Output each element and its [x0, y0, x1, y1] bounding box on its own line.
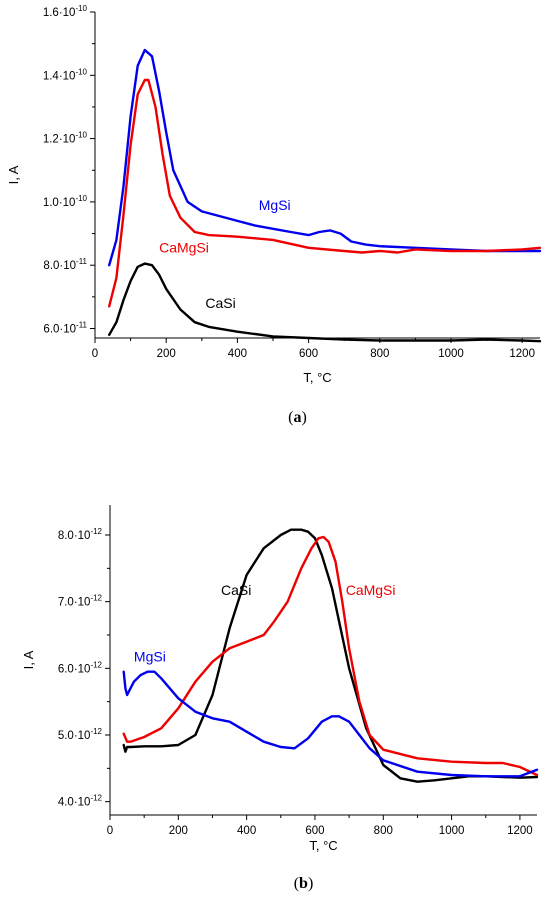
y-tick-label: 4.0·10-12	[58, 794, 103, 809]
x-tick-label: 0	[107, 825, 113, 837]
series-label-casi: CaSi	[221, 582, 251, 598]
y-tick-label: 8.0·10-11	[43, 257, 87, 272]
chart-panel-b: 0 200 400 600 800 1000 1200 4.0·10-12 5.0·10-12 6…	[21, 505, 539, 892]
x-tick-label: 400	[237, 825, 256, 837]
x-tick-label: 200	[169, 825, 188, 837]
y-tick-label: 1.6·10-10	[43, 4, 88, 19]
x-tick-label: 1000	[438, 348, 464, 360]
panel-label: (a)	[288, 409, 307, 426]
chart-panel-a: 0 200 400 600 800 1000 1200 6.0·10-11 8.0·10-11 1…	[6, 4, 542, 426]
x-tick-label: 600	[299, 348, 318, 360]
x-axis-label: T, °C	[309, 838, 337, 853]
series-line-casi	[122, 528, 539, 783]
y-tick-label: 1.4·10-10	[43, 67, 88, 82]
y-axis-label: I, A	[6, 165, 21, 184]
series-label-casi: CaSi	[205, 295, 235, 311]
y-tick-label: 6.0·10-12	[58, 660, 103, 675]
x-tick-label: 600	[305, 825, 324, 837]
series-line-mgsi	[122, 670, 539, 778]
x-tick-label: 200	[157, 348, 176, 360]
y-tick-label: 5.0·10-12	[58, 727, 103, 742]
x-tick-label: 0	[92, 348, 98, 360]
series-line-casi	[108, 262, 542, 343]
y-tick-label: 7.0·10-12	[58, 594, 103, 609]
series-label-camgsi: CaMgSi	[346, 582, 396, 598]
series-label-mgsi: MgSi	[134, 649, 166, 665]
x-tick-label: 1000	[439, 825, 465, 837]
y-tick-label: 8.0·10-12	[58, 527, 103, 542]
panel-label: (b)	[294, 875, 314, 892]
x-tick-label: 1200	[507, 825, 533, 837]
y-tick-label: 6.0·10-11	[43, 321, 87, 336]
x-tick-label: 800	[374, 825, 393, 837]
series-label-camgsi: CaMgSi	[159, 240, 209, 256]
x-tick-label: 800	[370, 348, 389, 360]
series-line-camgsi	[108, 78, 542, 308]
x-axis-label: T, °C	[303, 370, 331, 385]
y-tick-label: 1.0·10-10	[43, 194, 88, 209]
x-tick-label: 1200	[509, 348, 535, 360]
series-line-camgsi	[122, 535, 539, 777]
series-label-mgsi: MgSi	[259, 197, 291, 213]
y-tick-label: 1.2·10-10	[43, 131, 88, 146]
y-axis-label: I, A	[21, 650, 36, 669]
x-tick-label: 400	[228, 348, 247, 360]
series-line-mgsi	[108, 48, 542, 267]
